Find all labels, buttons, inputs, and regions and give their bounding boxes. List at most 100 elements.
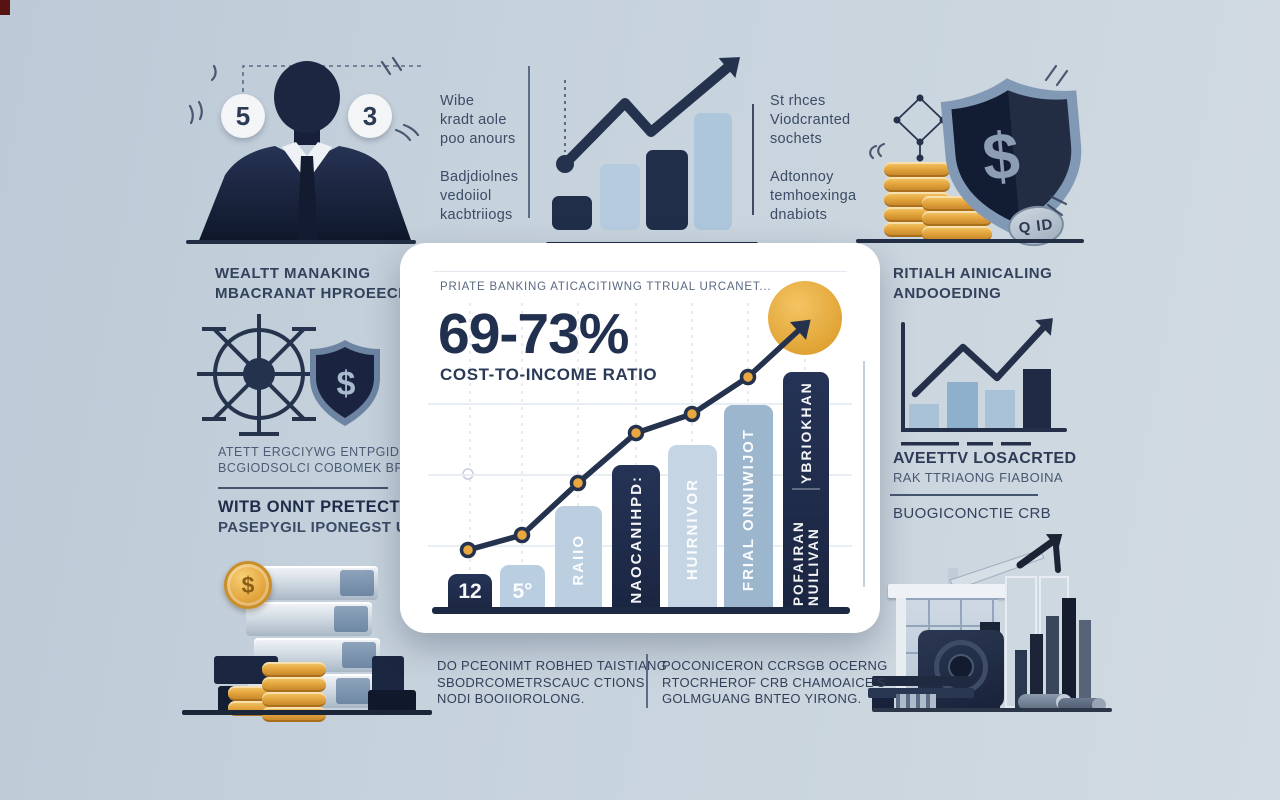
footer-note-left: DO PCEONIMT ROBHED TAISTIANG SBODRCOMETR… [437,658,667,708]
chart-bar: NAOCANIHPD: [612,465,660,614]
person-head [274,61,340,133]
growth-arrow-icon [556,57,754,215]
gold-coin [884,177,950,192]
bar-label: FRIAL ONNIWIJOT [740,427,757,592]
gold-coin [262,662,326,677]
note-block: St rhces Viodcranted sochets [770,92,850,149]
chart-icon-bar [552,196,592,230]
chart-bar: 5° [500,565,545,614]
bar-column [1015,650,1027,708]
bar-label: YBRIOKHAN [798,381,814,484]
silver-slab [246,602,372,636]
growth-caption-2: RAK TTRIAONG FIABOINA [893,470,1063,485]
protection-note: ATETT ERGCIYWG ENTPGIDIKING BCGIODSOLCI … [218,444,436,476]
note-line: kradt aole [440,112,507,128]
protection-caption: WITB ONNT PRETECTIOING PASEPYGIL IPONEGS… [218,497,450,538]
book-slab [868,688,974,698]
dollar-coin: $ [224,561,272,609]
stat-label: COST-TO-INCOME RATIO [440,365,658,384]
corner-artifact [0,0,10,15]
stat-value: 69-73% [438,302,629,366]
left-number-badge: 5 [221,94,265,138]
note-block: Adtonnoy temhoexinga dnabiots [770,168,856,225]
businessman-illustration [198,61,425,243]
bar-column [1079,620,1091,708]
note-block: Badjdiolnes vedoiiol kacbtriiogs [440,168,518,225]
compass-wheel-icon [197,314,322,436]
caption-line: MBACRANAT HPROEECINET [215,285,435,302]
building-cornice [888,584,1006,598]
bar-label: 12 [458,580,482,603]
slab-tab [340,570,374,596]
ritialh-caption: RITIALH AINICALING ANDOOEDING [893,264,1052,304]
header-rule [433,271,847,272]
note-line: BCGIODSOLCI COBOMEK BFISE [218,461,425,475]
note-line: Adtonnoy [770,169,834,185]
note-line: Viodcranted [770,112,851,128]
note-line: SBODRCOMETRSCAUC CTIONS [437,674,645,690]
bar-label: NAOCANIHPD: [627,475,645,604]
note-line: GOLMGUANG BNTEO YIRONG. [662,691,862,706]
striped-ledger [896,694,936,710]
ground-line [856,239,1084,243]
footer-note-right: POCONICERON CCRSGB OCERNG RTOCRHEROF CRB… [662,658,888,708]
person-tie [297,156,318,243]
note-line: kacbtriiogs [440,207,513,223]
bar-column [1046,616,1059,708]
wealth-caption: WEALTT MANAKING MBACRANAT HPROEECINET [215,264,434,304]
bar-label: HUIRNIVOR [684,478,701,581]
building-pillar [896,598,906,708]
note-line: RTOCRHEROF CRB CHAMOAICE'S [662,674,886,690]
gold-coin [262,692,326,707]
note-line: dnabiots [770,207,828,223]
bar-label: POFAIRAN NUILIVAN [791,520,821,606]
book-slab [872,676,970,686]
vault-dial [948,654,974,680]
small-box [872,698,894,710]
chart-bar: FRIAL ONNIWIJOT [724,405,773,614]
vertical-divider [646,654,648,708]
slab-tab [336,678,370,704]
note-line: St rhces [770,93,826,109]
silver-slab [252,566,378,600]
chart-bar: HUIRNIVOR [668,445,717,614]
caption-line: RITIALH AINICALING [893,265,1053,282]
coin-dollar-glyph: $ [241,571,255,598]
note-block: Wibe kradt aole poo anours [440,92,516,149]
note-line: ATETT ERGCIYWG ENTPGIDIKING [218,445,436,459]
crane-arrow-icon [948,533,1063,591]
chart-baseline [432,607,850,614]
divider [890,494,1038,496]
stat-card: PRIATE BANKING ATICACITIWNG TTRUAL URCAN… [400,243,880,633]
ground-line [872,708,1112,712]
gold-coin [922,211,992,226]
badge-label: 5 [235,100,251,131]
note-line: DO PCEONIMT ROBHED TAISTIANG [437,658,668,673]
bar-column [1030,634,1043,708]
bar-label: RAIIO [570,534,587,586]
ground-line [182,710,432,715]
chart-icon-bar [694,113,732,230]
bar-label: 5° [512,580,533,603]
chart-bar: YBRIOKHAN POFAIRAN NUILIVAN [783,372,829,614]
note-line: vedoiiol [440,188,492,204]
note-line: temhoexinga [770,188,857,204]
mini-growth-chart [901,318,1067,446]
bar-label-divider [792,488,820,490]
card-header: PRIATE BANKING ATICACITIWNG TTRUAL URCAN… [440,281,772,293]
navy-box [368,690,416,712]
growth-caption-1: AVEETTV LOSACRTED [893,450,1077,467]
small-shield-dollar: $ [336,365,356,403]
note-line: NODI BOOIIOROLONG. [437,691,585,706]
caption-line: WEALTT MANAKING [215,265,371,282]
right-number-badge: 3 [348,94,392,138]
dollar-shield-icon [940,78,1082,238]
bar-column [1062,598,1076,708]
caption-line: PASEPYGIL IPONEGST UEERS [218,519,450,536]
caption-line: ANDOOEDING [893,285,1002,302]
caption-line: WITB ONNT PRETECTIOING [218,498,449,516]
badge-label: 3 [362,100,378,131]
note-line: Badjdiolnes [440,169,519,185]
